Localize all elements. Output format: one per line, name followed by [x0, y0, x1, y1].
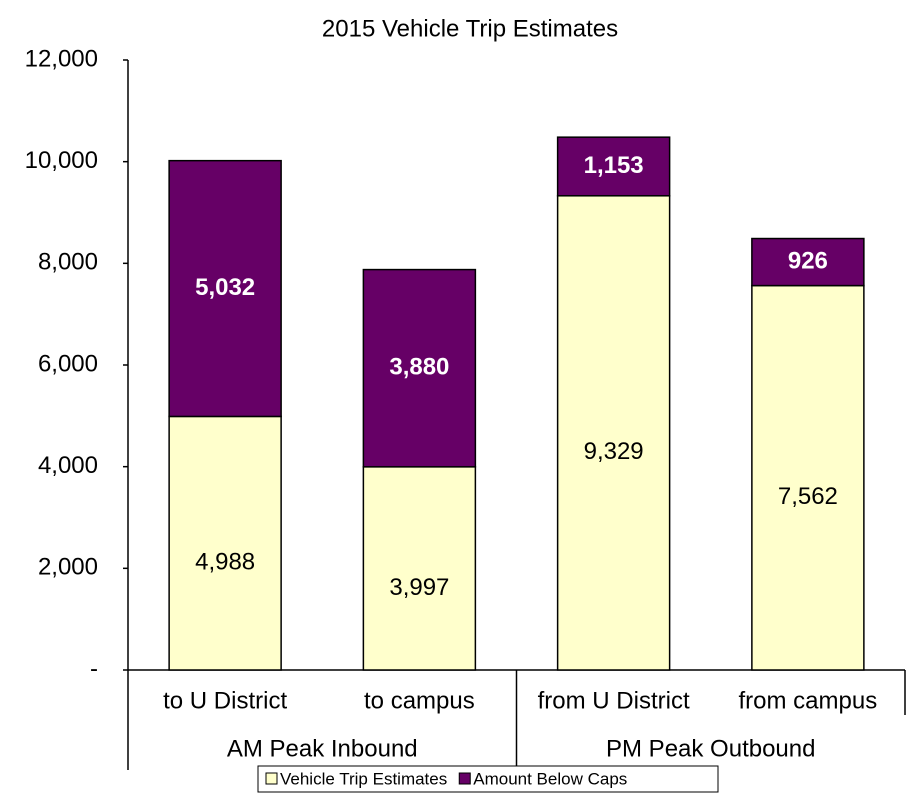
legend-box: [257, 765, 719, 793]
data-label: 4,988: [195, 549, 255, 576]
bar-segment: [556, 136, 671, 197]
group-label: AM Peak Inbound: [227, 735, 418, 762]
bar-segment: [168, 159, 282, 418]
x-tick-label: from campus: [739, 687, 878, 714]
bar-segment: [362, 268, 477, 468]
bar-segment: [751, 237, 865, 287]
legend-label: Vehicle Trip Estimates: [280, 769, 447, 788]
y-tick-label: 10,000: [25, 147, 98, 174]
data-label: 9,329: [584, 438, 644, 465]
chart-title: 2015 Vehicle Trip Estimates: [322, 15, 618, 42]
x-tick-label: from U District: [538, 687, 690, 714]
y-tick-label: 8,000: [38, 249, 98, 276]
y-tick-label: 6,000: [38, 350, 98, 377]
data-label: 7,562: [778, 483, 838, 510]
bar-segment: [362, 466, 477, 671]
y-tick-label: 12,000: [25, 45, 98, 72]
data-label: 3,997: [389, 574, 449, 601]
data-label: 5,032: [195, 274, 255, 301]
y-tick-label: 2,000: [38, 554, 98, 581]
data-label: 926: [788, 247, 828, 274]
data-label: 3,880: [389, 354, 449, 381]
y-tick-label: 4,000: [38, 452, 98, 479]
legend-swatch: [265, 772, 278, 785]
x-tick-label: to U District: [163, 687, 287, 714]
data-label: 1,153: [584, 152, 644, 179]
group-label: PM Peak Outbound: [606, 735, 815, 762]
legend-swatch: [458, 772, 471, 785]
x-tick-label: to campus: [364, 687, 475, 714]
legend-label: Amount Below Caps: [473, 769, 627, 788]
bar-segment: [168, 415, 282, 671]
bar-segment: [751, 284, 865, 671]
bar-segment: [556, 195, 671, 671]
y-tick-label: -: [90, 655, 98, 682]
